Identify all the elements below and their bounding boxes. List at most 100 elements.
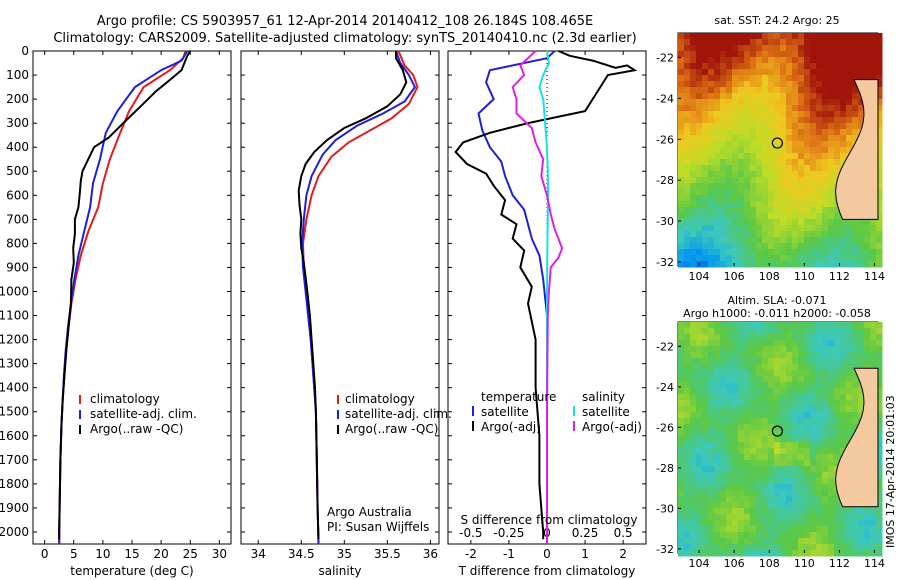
map-cell [678, 255, 685, 262]
map-cell [804, 346, 811, 353]
map-cell [876, 358, 883, 365]
map-cell [738, 388, 745, 395]
map-cell [798, 364, 805, 371]
map-cell [762, 225, 769, 232]
map-cell [768, 412, 775, 419]
map-cell [780, 532, 787, 539]
map-cell [744, 117, 751, 124]
map-cell [810, 334, 817, 341]
map-cell [762, 502, 769, 509]
map-cell [696, 255, 703, 262]
map-cell [726, 183, 733, 190]
map-cell [732, 243, 739, 250]
map-cell [738, 328, 745, 335]
map-cell [690, 189, 697, 196]
map-cell [798, 99, 805, 106]
map-cell [756, 183, 763, 190]
map-cell [720, 207, 727, 214]
map-cell [816, 412, 823, 419]
map-cell [834, 424, 841, 431]
map-cell [774, 550, 781, 557]
map-cell [678, 328, 685, 335]
map-cell [864, 75, 871, 82]
map-cell [864, 514, 871, 521]
map-cell [702, 478, 709, 485]
map-cell [714, 69, 721, 76]
map-cell [690, 436, 697, 443]
map-cell [774, 255, 781, 262]
map-cell [846, 219, 853, 226]
map-cell [714, 382, 721, 389]
map-cell [786, 189, 793, 196]
map-cell [834, 460, 841, 467]
map-cell [696, 520, 703, 527]
map-cell [828, 406, 835, 413]
map-cell [828, 207, 835, 214]
map-cell [690, 51, 697, 58]
map-cell [876, 159, 883, 166]
legend-argo: Argo(..raw -QC) [90, 422, 183, 436]
map-cell [774, 243, 781, 250]
map-cell [732, 550, 739, 557]
map-cell [840, 117, 847, 124]
map-cell [798, 93, 805, 100]
map-cell [840, 249, 847, 256]
map-cell [690, 418, 697, 425]
map-cell [762, 406, 769, 413]
map-cell [876, 328, 883, 335]
map-cell [798, 171, 805, 178]
map-cell [774, 33, 781, 40]
map-cell [876, 99, 883, 106]
map-cell [870, 334, 877, 341]
map-cell [846, 340, 853, 347]
map-cell [870, 328, 877, 335]
map-cell [798, 454, 805, 461]
map-cell [876, 526, 883, 533]
map-cell [846, 388, 853, 395]
map-cell [738, 201, 745, 208]
map-cell [810, 550, 817, 557]
map-cell [726, 213, 733, 220]
map-cell [732, 189, 739, 196]
map-cell [684, 87, 691, 94]
map-x-tick-label: 112 [829, 270, 850, 283]
map-cell [822, 520, 829, 527]
map-cell [822, 400, 829, 407]
map-cell [804, 508, 811, 515]
map-cell [738, 532, 745, 539]
map-cell [720, 117, 727, 124]
map-cell [828, 430, 835, 437]
map-cell [732, 105, 739, 112]
map-cell [708, 213, 715, 220]
map-cell [720, 141, 727, 148]
map-cell [690, 243, 697, 250]
map-cell [708, 376, 715, 383]
map-cell [744, 442, 751, 449]
map-cell [840, 514, 847, 521]
map-cell [816, 400, 823, 407]
map-cell [870, 352, 877, 359]
map-cell [678, 352, 685, 359]
map-cell [822, 412, 829, 419]
map-cell [786, 490, 793, 497]
map-cell [762, 39, 769, 46]
map-cell [696, 33, 703, 40]
map-cell [678, 123, 685, 130]
map-cell [714, 93, 721, 100]
map-cell [834, 237, 841, 244]
map-cell [732, 484, 739, 491]
map-cell [678, 219, 685, 226]
map-cell [696, 189, 703, 196]
map-cell [708, 63, 715, 70]
map-cell [762, 123, 769, 130]
map-cell [804, 105, 811, 112]
map-cell [768, 322, 775, 329]
map-cell [768, 436, 775, 443]
map-cell [798, 388, 805, 395]
map-cell [780, 183, 787, 190]
map-cell [786, 117, 793, 124]
map-cell [684, 135, 691, 142]
map-cell [876, 502, 883, 509]
map-cell [738, 207, 745, 214]
map-cell [792, 550, 799, 557]
